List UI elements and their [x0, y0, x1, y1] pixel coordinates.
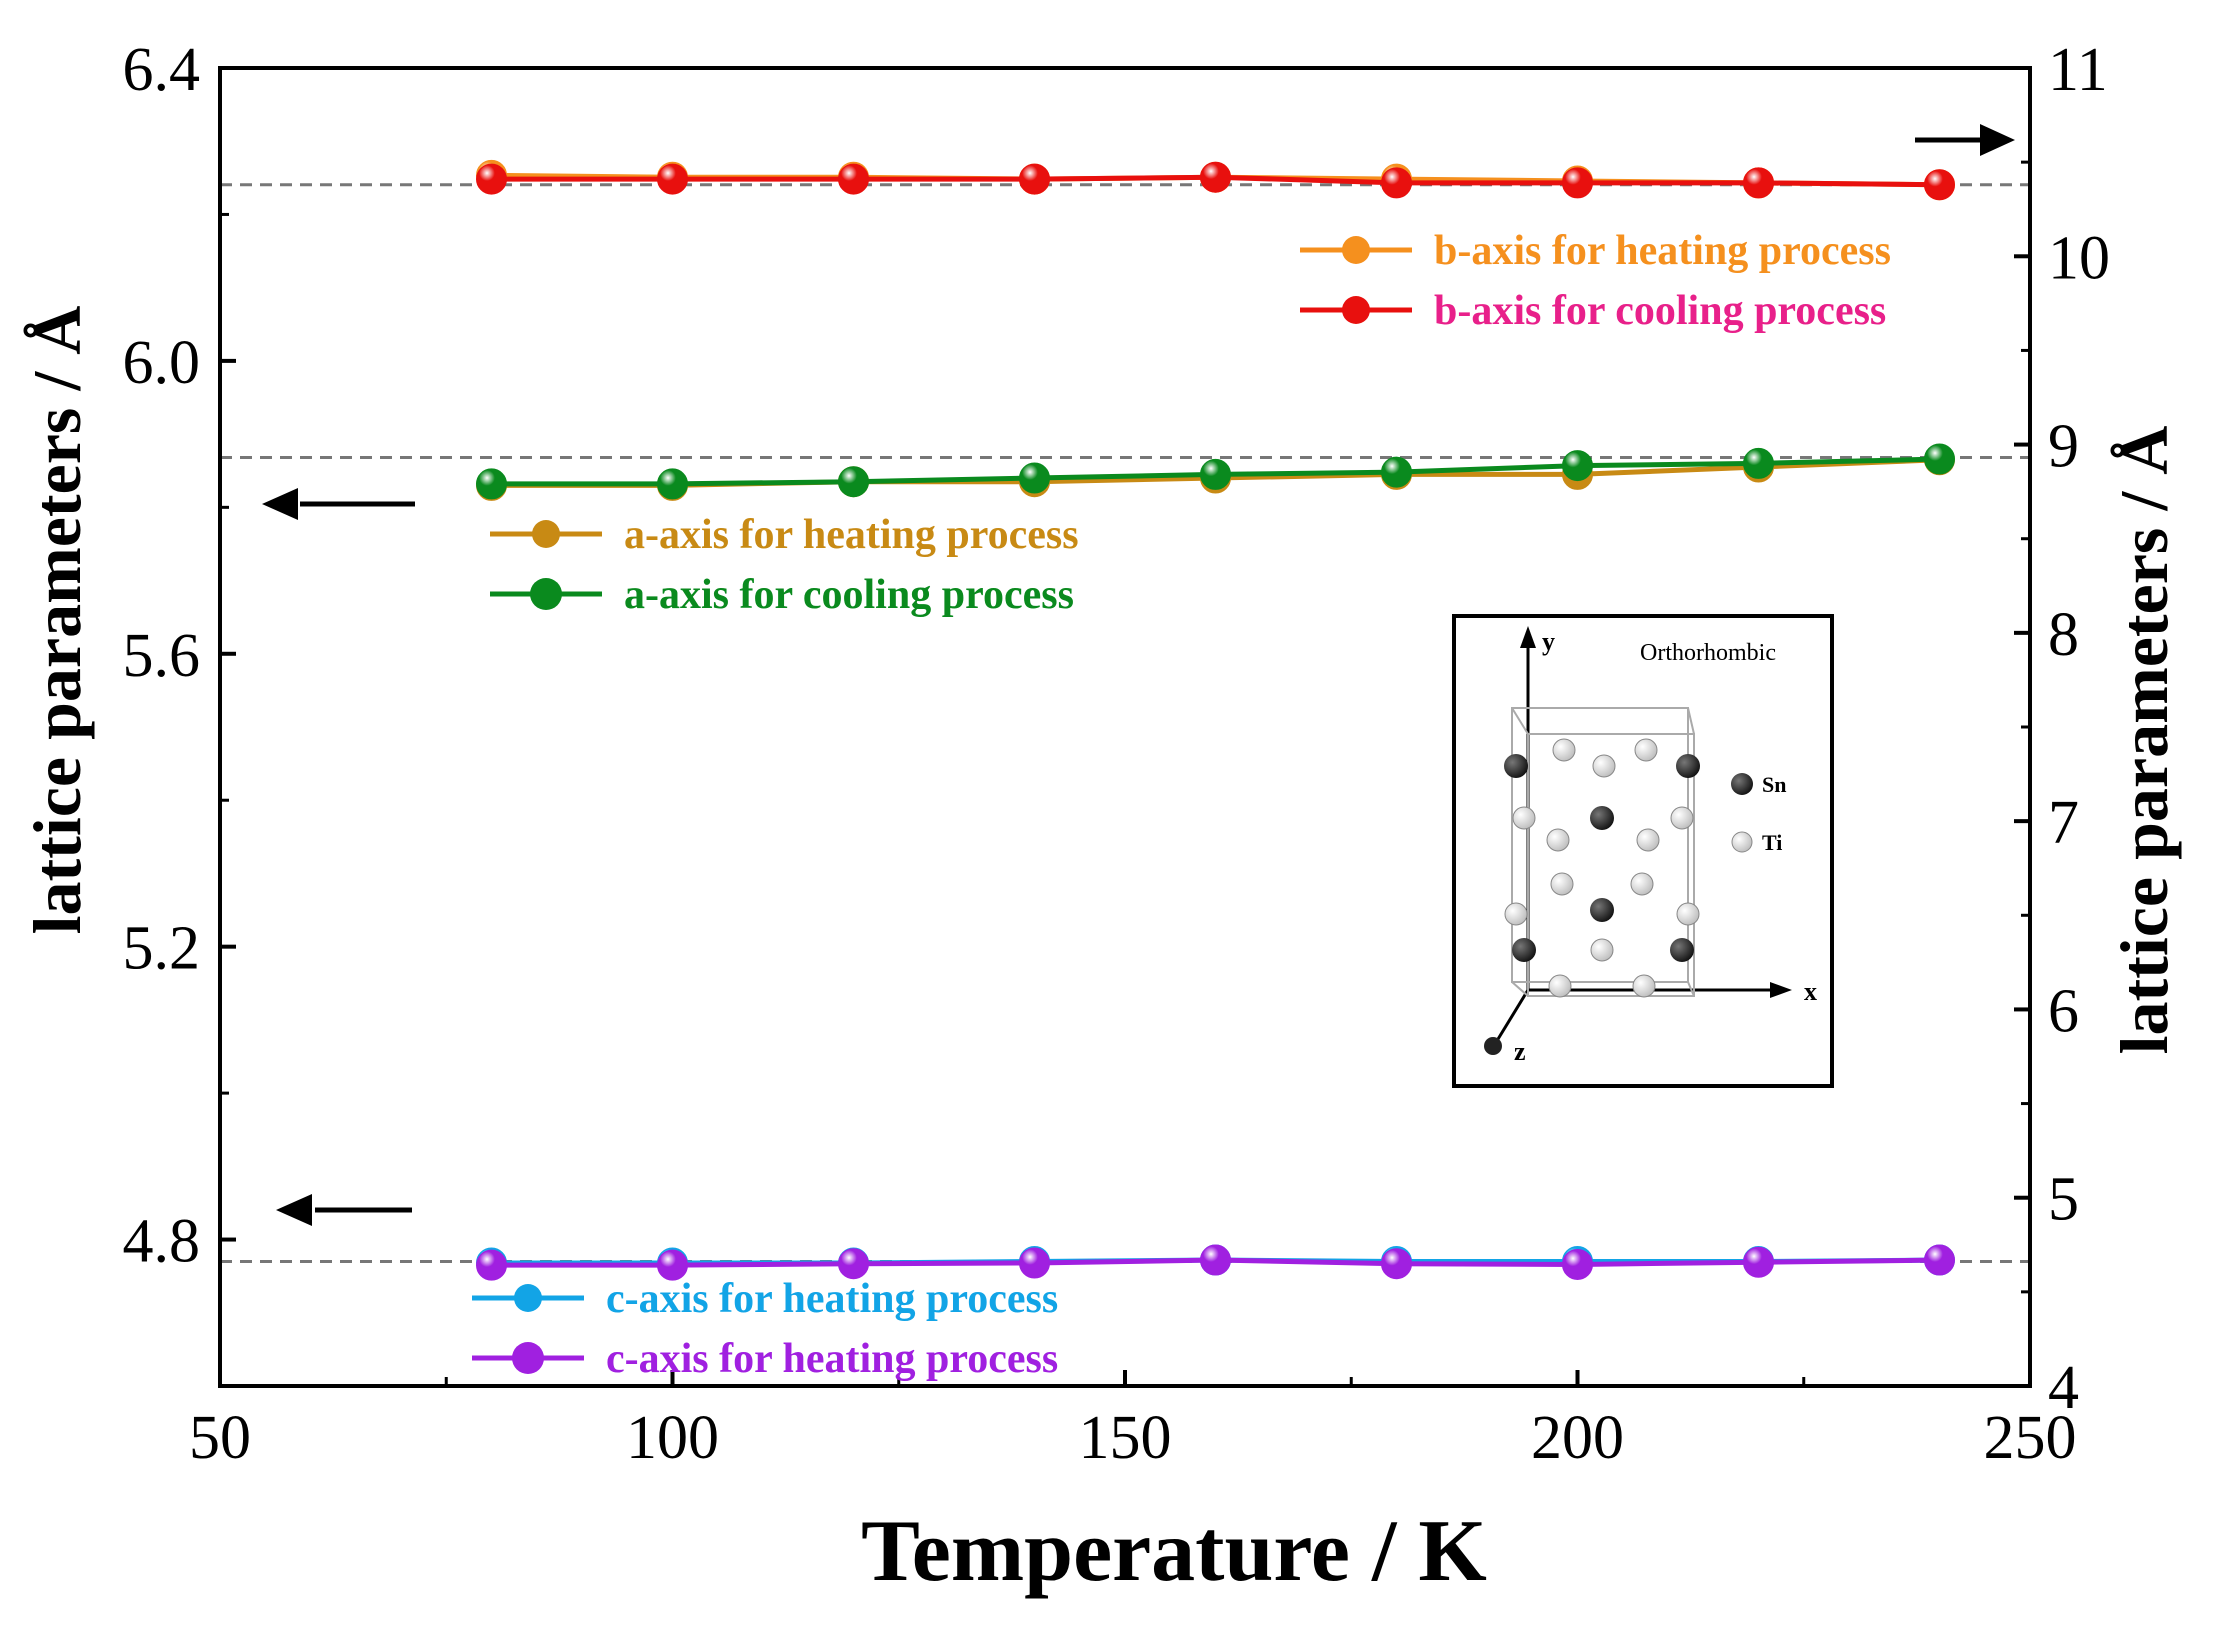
series-1: [476, 161, 1955, 201]
data-point: [838, 163, 869, 195]
x-tick-label: 50: [189, 1404, 251, 1472]
y-right-tick-label: 7: [2048, 789, 2079, 857]
inset-legend-sn: Sn: [1762, 772, 1786, 797]
crystal-structure-inset: Orthorhombic y x z: [1452, 614, 1834, 1088]
unit-cell-box: [1511, 707, 1695, 997]
arrow-left-axis-lower-icon: [276, 1194, 412, 1226]
legend-b-axis: b-axis for heating process b-axis for co…: [1300, 228, 1891, 334]
inset-z-label: z: [1514, 1037, 1526, 1066]
legend-marker-b-heating: [1342, 236, 1370, 264]
arrow-right-axis-icon: [1915, 124, 2015, 156]
y-left-tick-label: 5.2: [123, 915, 201, 983]
y-right-tick-label: 4: [2048, 1354, 2079, 1422]
data-point: [1562, 1248, 1593, 1280]
y-axis-left-title: lattice parameters / Å: [19, 306, 95, 935]
y-left-tick-label: 6.4: [123, 36, 201, 104]
data-point: [1381, 167, 1412, 199]
legend-c-axis: c-axis for heating process c-axis for he…: [472, 1276, 1058, 1382]
legend-c-heating-2: c-axis for heating process: [606, 1336, 1058, 1382]
y-right-tick-label: 8: [2048, 601, 2079, 669]
legend-marker-c-heating-2: [512, 1342, 544, 1374]
data-point: [1562, 450, 1593, 482]
plot-frame: [218, 66, 2032, 1388]
y-left-tick-label: 5.6: [123, 622, 201, 690]
data-point: [657, 1249, 688, 1281]
sn-atoms: [1504, 754, 1700, 962]
inset-frame: [1452, 614, 1834, 1088]
legend-a-heating: a-axis for heating process: [624, 512, 1079, 558]
x-tick-label: 250: [1984, 1404, 2077, 1472]
legend-marker-a-heating: [532, 520, 560, 548]
x-axis-title: Temperature / K: [861, 1503, 1487, 1600]
inset-x-label: x: [1804, 977, 1817, 1006]
data-point: [1562, 167, 1593, 199]
data-point: [1381, 1248, 1412, 1280]
data-point: [838, 466, 869, 498]
y-right-tick-label: 6: [2048, 977, 2079, 1045]
data-point: [1019, 462, 1050, 494]
data-point: [1924, 443, 1955, 475]
data-point: [1019, 163, 1050, 195]
inset-legend-ti: Ti: [1762, 830, 1782, 855]
legend-marker-b-cooling: [1342, 296, 1370, 324]
y-right-tick-label: 11: [2048, 36, 2108, 104]
data-point: [1743, 167, 1774, 199]
data-point: [1200, 458, 1231, 490]
y-right-tick-label: 9: [2048, 413, 2079, 481]
x-tick-label: 150: [1079, 1404, 1172, 1472]
arrow-left-axis-upper-icon: [262, 488, 415, 520]
data-point: [1743, 1246, 1774, 1278]
legend-c-heating: c-axis for heating process: [606, 1276, 1058, 1322]
legend-b-cooling: b-axis for cooling process: [1434, 288, 1886, 334]
data-point: [657, 163, 688, 195]
y-left-tick-label: 4.8: [123, 1208, 201, 1276]
y-left-tick-label: 6.0: [123, 329, 201, 397]
axis-ticks: 50 100 150 200 250 4.8 5.2 5.6 6.0 6.4 4 5 6 7 8 9 10 11: [123, 36, 2111, 1472]
y-right-tick-label: 5: [2048, 1166, 2079, 1234]
data-series: [476, 159, 1955, 1281]
data-point: [476, 468, 507, 500]
inset-title: Orthorhombic: [1640, 640, 1776, 666]
data-point: [838, 1248, 869, 1280]
data-point: [476, 163, 507, 195]
legend-marker-a-cooling: [530, 578, 562, 610]
y-right-tick-label: 10: [2048, 224, 2110, 292]
legend-b-heating: b-axis for heating process: [1434, 228, 1891, 274]
data-point: [1200, 161, 1231, 193]
series-3: [476, 443, 1955, 500]
data-point: [1924, 169, 1955, 201]
data-point: [1381, 456, 1412, 488]
inset-sn-marker: [1731, 773, 1753, 795]
legend-a-cooling: a-axis for cooling process: [624, 572, 1074, 618]
data-point: [1019, 1247, 1050, 1279]
data-point: [657, 468, 688, 500]
series-5: [476, 1244, 1955, 1281]
legend-a-axis: a-axis for heating process a-axis for co…: [490, 512, 1079, 618]
inset-ti-marker: [1731, 831, 1753, 853]
data-point: [1200, 1244, 1231, 1276]
data-point: [476, 1249, 507, 1281]
inset-y-label: y: [1542, 627, 1555, 656]
y-axis-right-title: lattice parameters / Å: [2106, 426, 2182, 1055]
data-point: [1924, 1244, 1955, 1276]
inset-z-axis: [1493, 989, 1530, 1045]
legend-marker-c-heating: [514, 1284, 542, 1312]
x-tick-label: 100: [626, 1404, 719, 1472]
data-point: [1743, 447, 1774, 479]
x-tick-label: 200: [1531, 1404, 1624, 1472]
ti-atoms: [1504, 738, 1700, 998]
